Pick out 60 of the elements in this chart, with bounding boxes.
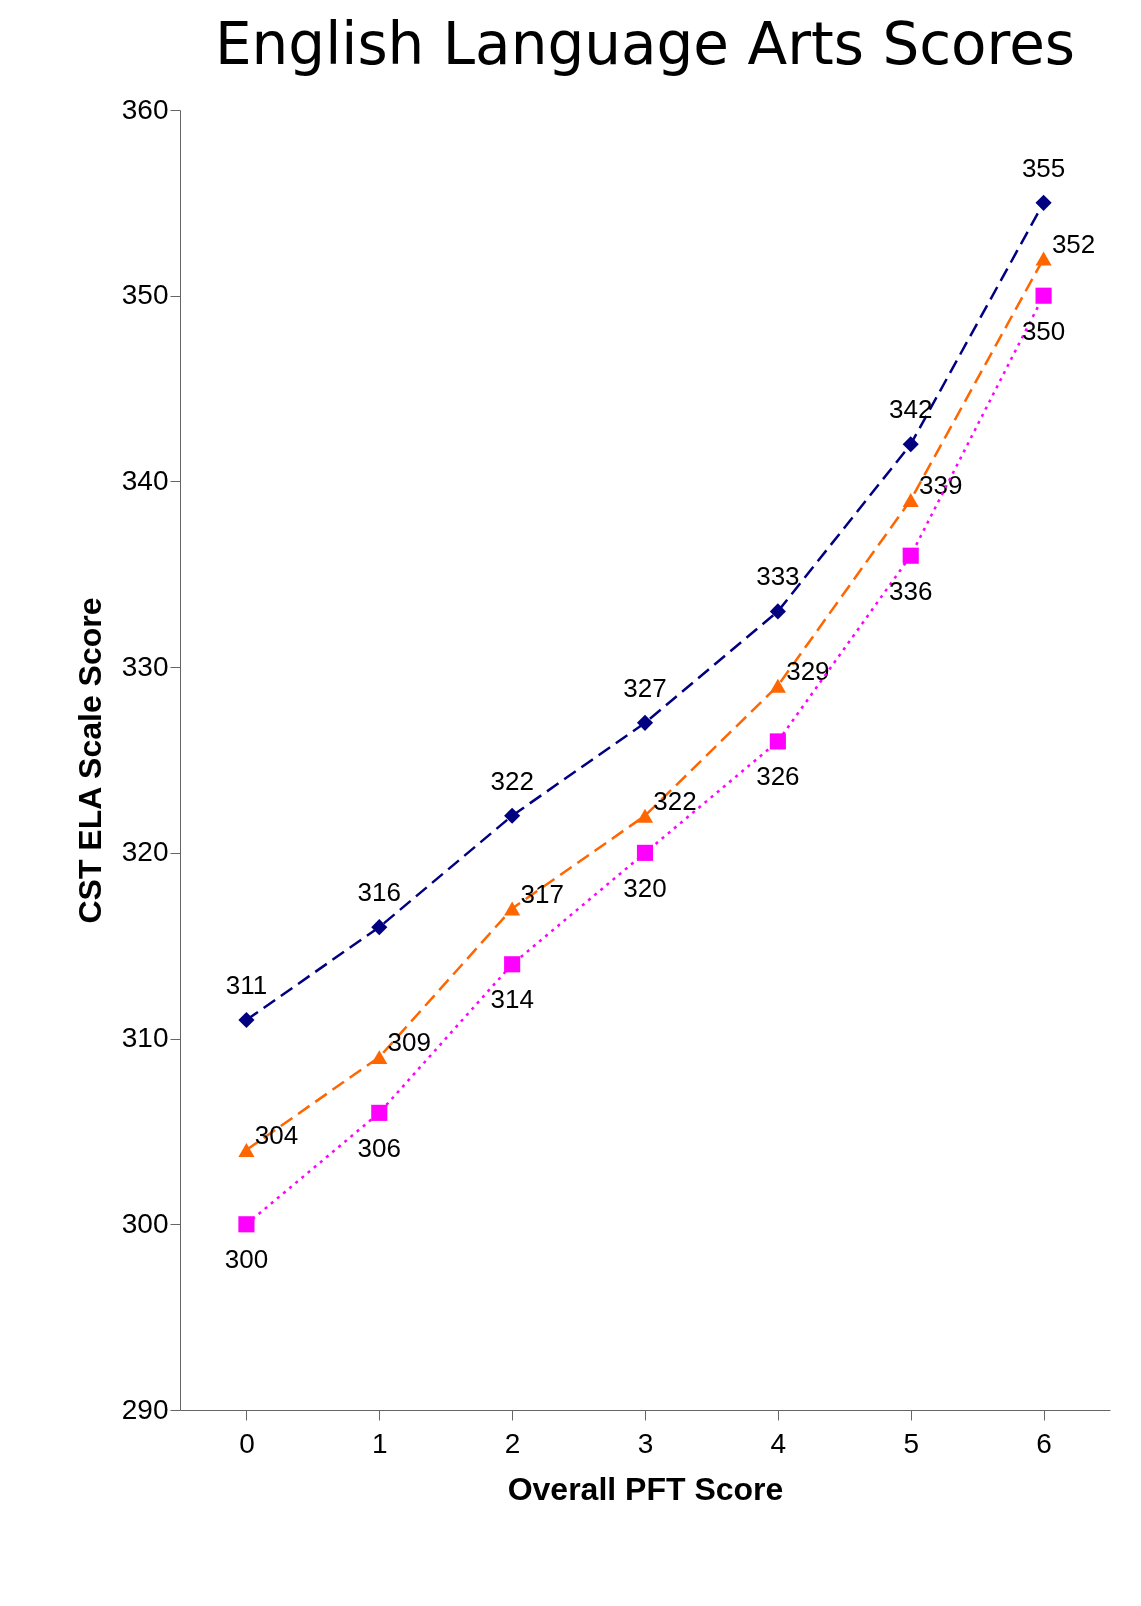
- y-tick-label: 320: [121, 836, 169, 868]
- point: [371, 1050, 388, 1065]
- data-label: 329: [786, 655, 830, 686]
- point: [902, 547, 919, 564]
- data-label: 352: [1051, 228, 1096, 259]
- data-label: 336: [889, 575, 933, 606]
- y-tick-label: 290: [121, 1393, 169, 1425]
- point: [238, 1011, 255, 1029]
- point: [636, 714, 654, 731]
- point: [1035, 251, 1052, 266]
- data-label: 339: [919, 470, 963, 500]
- data-label: 333: [756, 561, 800, 592]
- data-label: 300: [224, 1244, 269, 1275]
- data-label: 304: [254, 1120, 299, 1150]
- y-tick-label: 300: [121, 1207, 169, 1239]
- x-tick-label: 2: [504, 1427, 521, 1459]
- y-tick-label: 350: [121, 279, 169, 311]
- x-axis-title: Overall PFT Score: [507, 1470, 784, 1507]
- point: [636, 844, 654, 861]
- data-label: 322: [490, 765, 534, 796]
- y-axis-title: CST ELA Scale Score: [71, 597, 108, 924]
- point: [371, 1104, 388, 1121]
- data-label: 309: [387, 1027, 431, 1058]
- point: [769, 678, 786, 693]
- data-label: 326: [756, 761, 800, 792]
- point: [902, 436, 919, 453]
- point: [769, 603, 786, 620]
- point: [1035, 287, 1052, 304]
- x-tick-label: 4: [770, 1427, 787, 1459]
- x-tick-label: 3: [637, 1427, 654, 1459]
- point: [769, 733, 786, 750]
- data-label: 317: [520, 878, 564, 909]
- x-tick-label: 6: [1036, 1427, 1052, 1459]
- y-tick-label: 330: [121, 650, 169, 682]
- y-tick-label: 360: [121, 93, 169, 125]
- y-tick-label: 310: [121, 1022, 169, 1054]
- point: [902, 493, 919, 507]
- y-tick-label: 340: [121, 464, 169, 496]
- data-label: 316: [357, 877, 401, 908]
- data-label: 322: [653, 785, 697, 816]
- data-label: 314: [490, 984, 534, 1015]
- x-tick-label: 1: [372, 1427, 388, 1459]
- chart-title: English Language Arts Scores: [214, 10, 1076, 78]
- point: [504, 807, 521, 824]
- data-label: 327: [623, 672, 667, 703]
- data-label: 306: [357, 1132, 401, 1163]
- point: [371, 919, 388, 936]
- point: [1035, 194, 1052, 211]
- x-tick-label: 0: [239, 1427, 255, 1459]
- data-label: 320: [623, 872, 667, 903]
- data-label: 311: [225, 970, 268, 1000]
- point: [504, 901, 521, 916]
- point: [504, 956, 521, 973]
- x-tick-label: 5: [903, 1427, 919, 1459]
- data-label: 355: [1021, 152, 1066, 183]
- point: [636, 808, 654, 823]
- data-label: 342: [889, 394, 933, 425]
- point: [238, 1216, 255, 1233]
- point: [238, 1143, 255, 1157]
- data-label: 350: [1021, 315, 1066, 346]
